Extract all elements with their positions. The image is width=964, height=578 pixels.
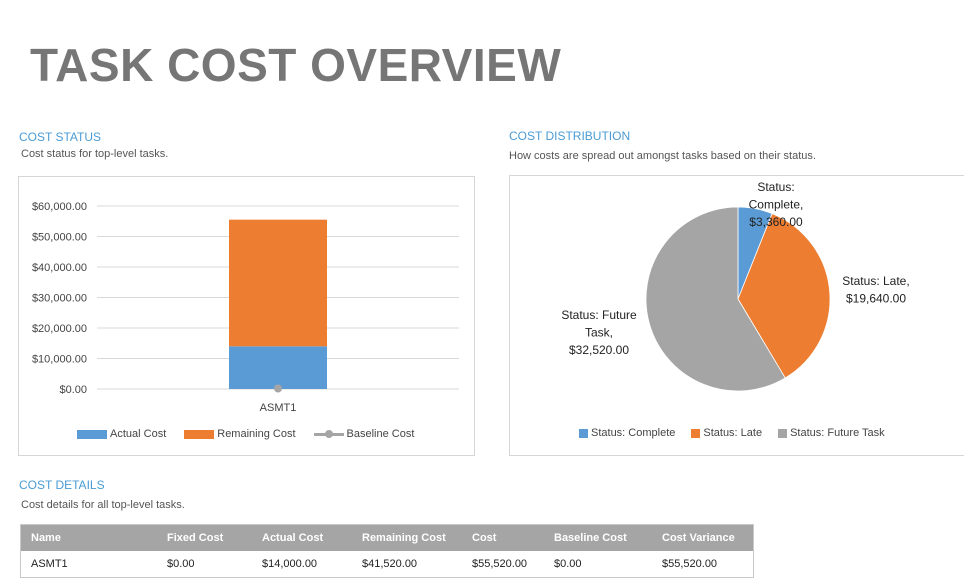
legend-label-remaining-cost: Remaining Cost [217,428,296,440]
page-title: TASK COST OVERVIEW [30,39,562,91]
cell-name: ASMT1 [20,551,157,578]
column-header-name[interactable]: Name [20,524,157,551]
cost-distribution-chart-panel[interactable]: Status: Complete, $3,360.00 Status: Late, $1… [509,175,964,456]
legend-swatch-status-late [691,428,701,438]
cost-status-legend: Actual Cost Remaining Cost Baseline Cost [77,428,432,440]
column-header-actual-cost[interactable]: Actual Cost [252,524,352,551]
cost-details-table[interactable]: Name Fixed Cost Actual Cost Remaining Co… [20,524,754,578]
y-tick-label: $30,000.00 [32,293,87,305]
column-header-fixed-cost[interactable]: Fixed Cost [157,524,252,551]
bar-remaining-cost [229,219,327,347]
legend-item-status-late: Status: Late [691,427,762,439]
legend-swatch-baseline-cost [313,429,344,439]
legend-label-status-late: Status: Late [703,427,763,439]
pie-data-label: Status: Future Task, $32,520.00 [561,308,637,357]
legend-label-status-future-task: Status: Future Task [790,427,885,439]
cell-remaining-cost: $41,520.00 [352,551,462,578]
baseline-cost-marker [274,384,282,393]
legend-label-baseline-cost: Baseline Cost [346,428,415,440]
legend-item-actual-cost: Actual Cost [77,428,166,440]
column-header-cost[interactable]: Cost [462,524,544,551]
cost-distribution-title: COST DISTRIBUTION [509,129,631,143]
y-tick-label: $10,000.00 [32,354,87,366]
y-tick-label: $20,000.00 [32,323,87,335]
pie-data-label: Status: Late, $19,640.00 [842,274,909,306]
y-tick-label: $40,000.00 [32,262,87,274]
cost-distribution-pie-chart: Status: Complete, $3,360.00 Status: Late, $1… [561,180,910,392]
cell-cost: $55,520.00 [462,551,544,578]
cell-actual-cost: $14,000.00 [252,551,352,578]
cell-cost-variance: $55,520.00 [652,551,754,578]
cell-fixed-cost: $0.00 [157,551,252,578]
legend-label-actual-cost: Actual Cost [110,428,167,440]
cell-baseline-cost: $0.00 [544,551,652,578]
pie-data-label: Status: Complete, $3,360.00 [749,180,804,229]
cost-status-chart-panel[interactable]: $0.00 $10,000.00 $20,000.00 $30,000.00 $40,0… [18,176,475,456]
column-header-remaining-cost[interactable]: Remaining Cost [352,524,462,551]
y-tick-label: $60,000.00 [32,201,87,213]
cost-status-title: COST STATUS [19,130,102,144]
pie-slice-status-future-task [645,206,786,392]
legend-item-status-future-task: Status: Future Task [778,427,885,439]
cost-status-bar-chart: $0.00 $10,000.00 $20,000.00 $30,000.00 $40,0… [32,201,459,414]
cost-distribution-legend: Status: Complete Status: Late Status: Fu… [579,427,903,439]
legend-swatch-actual-cost [77,429,107,439]
cost-status-subtitle: Cost status for top-level tasks. [21,148,169,160]
table-header-row: Name Fixed Cost Actual Cost Remaining Co… [20,524,754,551]
legend-swatch-status-future-task [778,428,788,438]
column-header-baseline-cost[interactable]: Baseline Cost [544,524,652,551]
legend-swatch-status-complete [579,428,588,438]
column-header-cost-variance[interactable]: Cost Variance [652,524,754,551]
cost-distribution-subtitle: How costs are spread out amongst tasks b… [509,150,816,162]
y-tick-label: $0.00 [59,384,87,396]
legend-label-status-complete: Status: Complete [591,427,676,439]
legend-item-baseline-cost: Baseline Cost [313,428,415,440]
table-row[interactable]: ASMT1 $0.00 $14,000.00 $41,520.00 $55,52… [20,551,754,578]
legend-swatch-remaining-cost [184,429,215,439]
bar-actual-cost [229,346,327,389]
x-tick-label: ASMT1 [260,402,297,414]
legend-item-status-complete: Status: Complete [579,427,675,439]
y-tick-label: $50,000.00 [32,232,87,244]
cost-details-title: COST DETAILS [19,478,105,492]
legend-item-remaining-cost: Remaining Cost [184,428,296,440]
cost-details-subtitle: Cost details for all top-level tasks. [21,499,185,511]
